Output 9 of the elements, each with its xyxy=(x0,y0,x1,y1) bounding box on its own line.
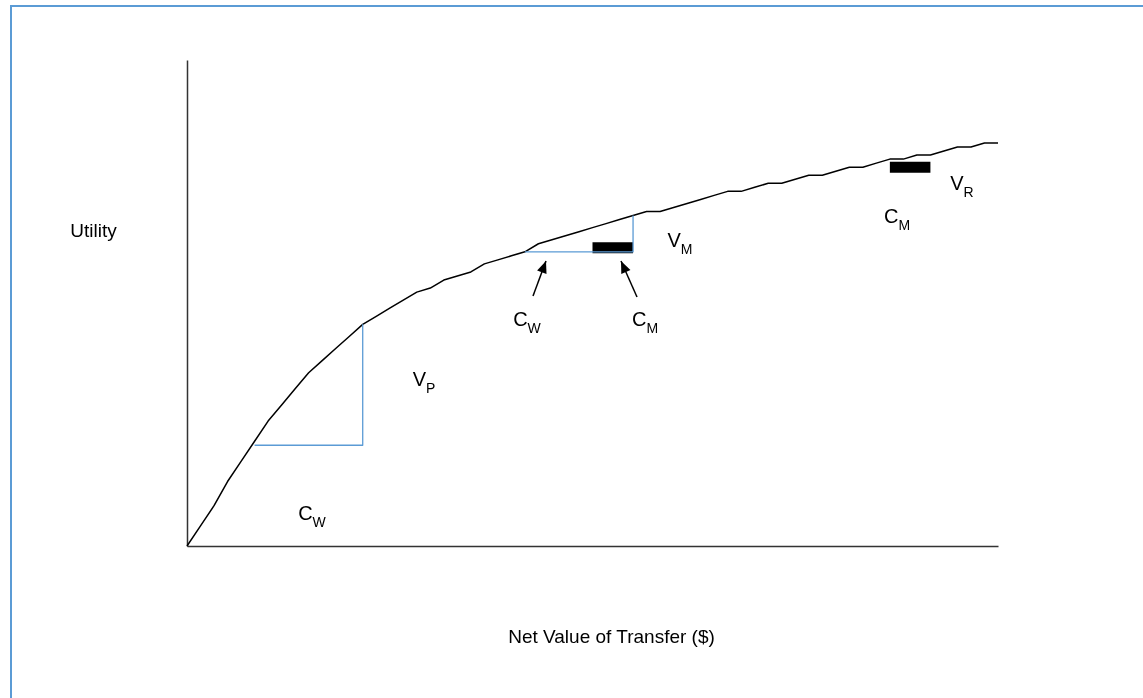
annotation: C$_{W}$ xyxy=(298,502,327,530)
annotation: V$_{P}$ xyxy=(412,368,436,396)
x-axis-title: Net Value of Transfer ($) xyxy=(508,625,715,647)
annotation: C$_{M}$ xyxy=(883,205,911,233)
y-axis-title: Utility xyxy=(70,219,118,241)
annotation: C$_{W}$ xyxy=(513,308,542,336)
annotation: V$_{M}$ xyxy=(667,229,693,257)
annotation: C$_{M}$ xyxy=(631,308,659,336)
annotation: V$_{R}$ xyxy=(950,172,974,200)
